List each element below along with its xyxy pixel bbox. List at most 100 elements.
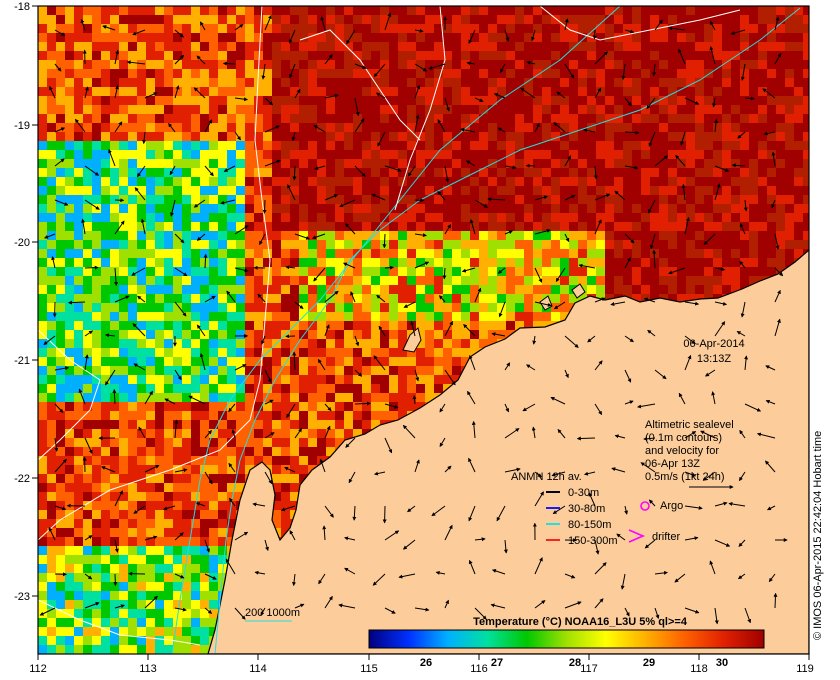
sst-pixel	[74, 456, 83, 465]
sst-pixel	[740, 231, 749, 240]
sst-pixel	[551, 249, 560, 258]
sst-pixel	[560, 168, 569, 177]
sst-pixel	[344, 213, 353, 222]
sst-pixel	[290, 177, 299, 186]
sst-pixel	[335, 168, 344, 177]
sst-pixel	[200, 51, 209, 60]
sst-pixel	[299, 447, 308, 456]
sst-pixel	[137, 114, 146, 123]
sst-pixel	[317, 303, 326, 312]
sst-pixel	[506, 186, 515, 195]
sst-pixel	[794, 24, 803, 33]
sst-pixel	[173, 402, 182, 411]
sst-pixel	[794, 87, 803, 96]
sst-pixel	[227, 222, 236, 231]
sst-pixel	[56, 348, 65, 357]
sst-pixel	[290, 24, 299, 33]
sst-pixel	[110, 33, 119, 42]
sst-pixel	[578, 267, 587, 276]
sst-pixel	[407, 402, 416, 411]
sst-pixel	[56, 195, 65, 204]
sst-pixel	[533, 276, 542, 285]
sst-pixel	[596, 123, 605, 132]
sst-pixel	[65, 69, 74, 78]
sst-pixel	[578, 42, 587, 51]
sst-pixel	[794, 249, 803, 258]
sst-pixel	[137, 420, 146, 429]
sst-pixel	[209, 42, 218, 51]
sst-pixel	[362, 321, 371, 330]
sst-pixel	[65, 420, 74, 429]
sst-pixel	[461, 213, 470, 222]
sst-pixel	[596, 60, 605, 69]
sst-pixel	[191, 420, 200, 429]
sst-pixel	[344, 285, 353, 294]
sst-pixel	[47, 294, 56, 303]
sst-pixel	[776, 240, 785, 249]
sst-pixel	[119, 195, 128, 204]
sst-pixel	[38, 96, 47, 105]
sst-pixel	[236, 159, 245, 168]
sst-pixel	[38, 114, 47, 123]
sst-pixel	[371, 141, 380, 150]
sst-pixel	[128, 150, 137, 159]
sst-pixel	[335, 303, 344, 312]
sst-pixel	[389, 384, 398, 393]
sst-pixel	[776, 267, 785, 276]
sst-pixel	[731, 213, 740, 222]
sst-pixel	[488, 42, 497, 51]
sst-pixel	[695, 240, 704, 249]
sst-pixel	[209, 231, 218, 240]
sst-pixel	[632, 15, 641, 24]
sst-pixel	[128, 276, 137, 285]
sst-pixel	[335, 78, 344, 87]
sst-pixel	[56, 222, 65, 231]
sst-pixel	[308, 411, 317, 420]
sst-pixel	[119, 231, 128, 240]
sst-pixel	[137, 258, 146, 267]
sst-pixel	[740, 15, 749, 24]
sst-pixel	[542, 78, 551, 87]
sst-pixel	[281, 339, 290, 348]
sst-pixel	[110, 276, 119, 285]
sst-pixel	[452, 87, 461, 96]
sst-pixel	[425, 231, 434, 240]
sst-pixel	[740, 258, 749, 267]
sst-pixel	[389, 6, 398, 15]
sst-pixel	[668, 141, 677, 150]
sst-pixel	[713, 33, 722, 42]
sst-pixel	[173, 276, 182, 285]
sst-pixel	[254, 411, 263, 420]
sst-pixel	[146, 87, 155, 96]
sst-pixel	[326, 348, 335, 357]
sst-pixel	[587, 168, 596, 177]
sst-pixel	[650, 267, 659, 276]
sst-pixel	[389, 177, 398, 186]
sst-pixel	[470, 258, 479, 267]
sst-pixel	[344, 267, 353, 276]
sst-pixel	[614, 87, 623, 96]
sst-pixel	[119, 42, 128, 51]
sst-pixel	[191, 330, 200, 339]
sst-pixel	[713, 87, 722, 96]
sst-pixel	[218, 402, 227, 411]
sst-pixel	[344, 60, 353, 69]
sst-pixel	[245, 51, 254, 60]
sst-pixel	[758, 78, 767, 87]
sst-pixel	[371, 384, 380, 393]
sst-pixel	[578, 69, 587, 78]
sst-pixel	[155, 96, 164, 105]
sst-pixel	[596, 276, 605, 285]
sst-pixel	[488, 141, 497, 150]
sst-pixel	[443, 267, 452, 276]
sst-pixel	[47, 339, 56, 348]
sst-pixel	[272, 474, 281, 483]
sst-pixel	[479, 159, 488, 168]
sst-pixel	[434, 294, 443, 303]
sst-pixel	[245, 267, 254, 276]
sst-pixel	[443, 276, 452, 285]
sst-pixel	[515, 294, 524, 303]
sst-pixel	[128, 285, 137, 294]
sst-pixel	[506, 222, 515, 231]
sst-pixel	[182, 150, 191, 159]
